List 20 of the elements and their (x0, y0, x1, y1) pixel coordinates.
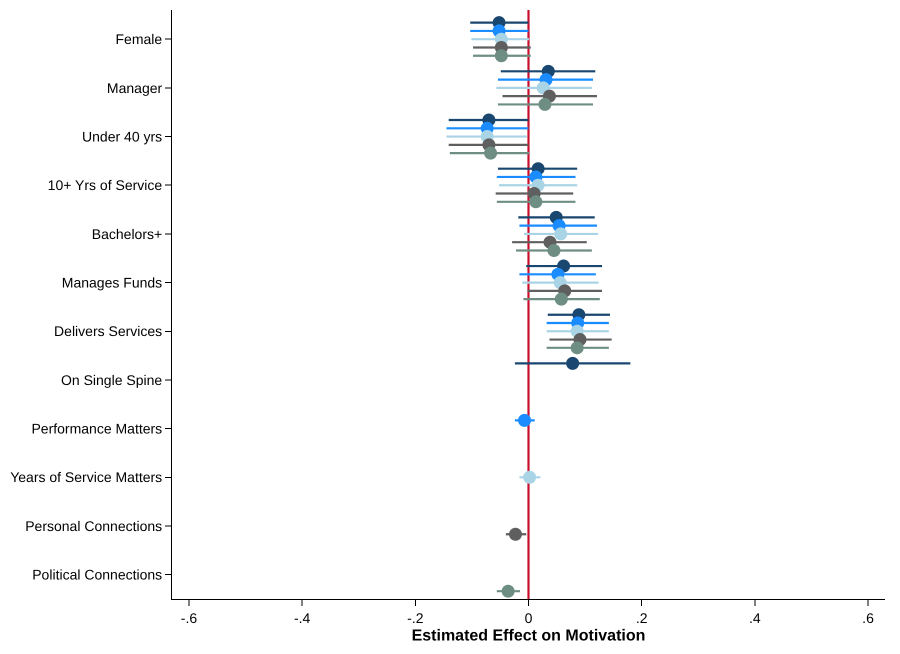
x-tick-label: -.4 (294, 610, 311, 626)
x-tick-label: -.6 (180, 610, 198, 626)
x-tick-label: 0 (524, 610, 533, 626)
x-tick-label: .6 (862, 610, 874, 626)
y-tick-label: Years of Service Matters (10, 469, 162, 486)
y-tick-label: Personal Connections (25, 518, 162, 534)
y-tick-label: Bachelors+ (92, 226, 162, 242)
x-tick-label: -.2 (407, 610, 424, 626)
y-tick-label: Manager (106, 80, 163, 96)
y-tick-label: Political Connections (32, 566, 162, 583)
y-tick-label: Under 40 yrs (82, 128, 162, 144)
y-tick-label: On Single Spine (61, 372, 162, 388)
x-tick-label: .2 (636, 610, 648, 626)
y-tick-label: Delivers Services (54, 323, 162, 340)
x-tick-label: .4 (749, 610, 761, 626)
x-axis-title: Estimated Effect on Motivation (412, 628, 646, 644)
y-tick-label: Performance Matters (31, 420, 162, 437)
y-tick-label: Manages Funds (62, 274, 162, 290)
y-tick-label: Female (116, 31, 162, 48)
y-tick-label: 10+ Yrs of Service (48, 177, 162, 194)
